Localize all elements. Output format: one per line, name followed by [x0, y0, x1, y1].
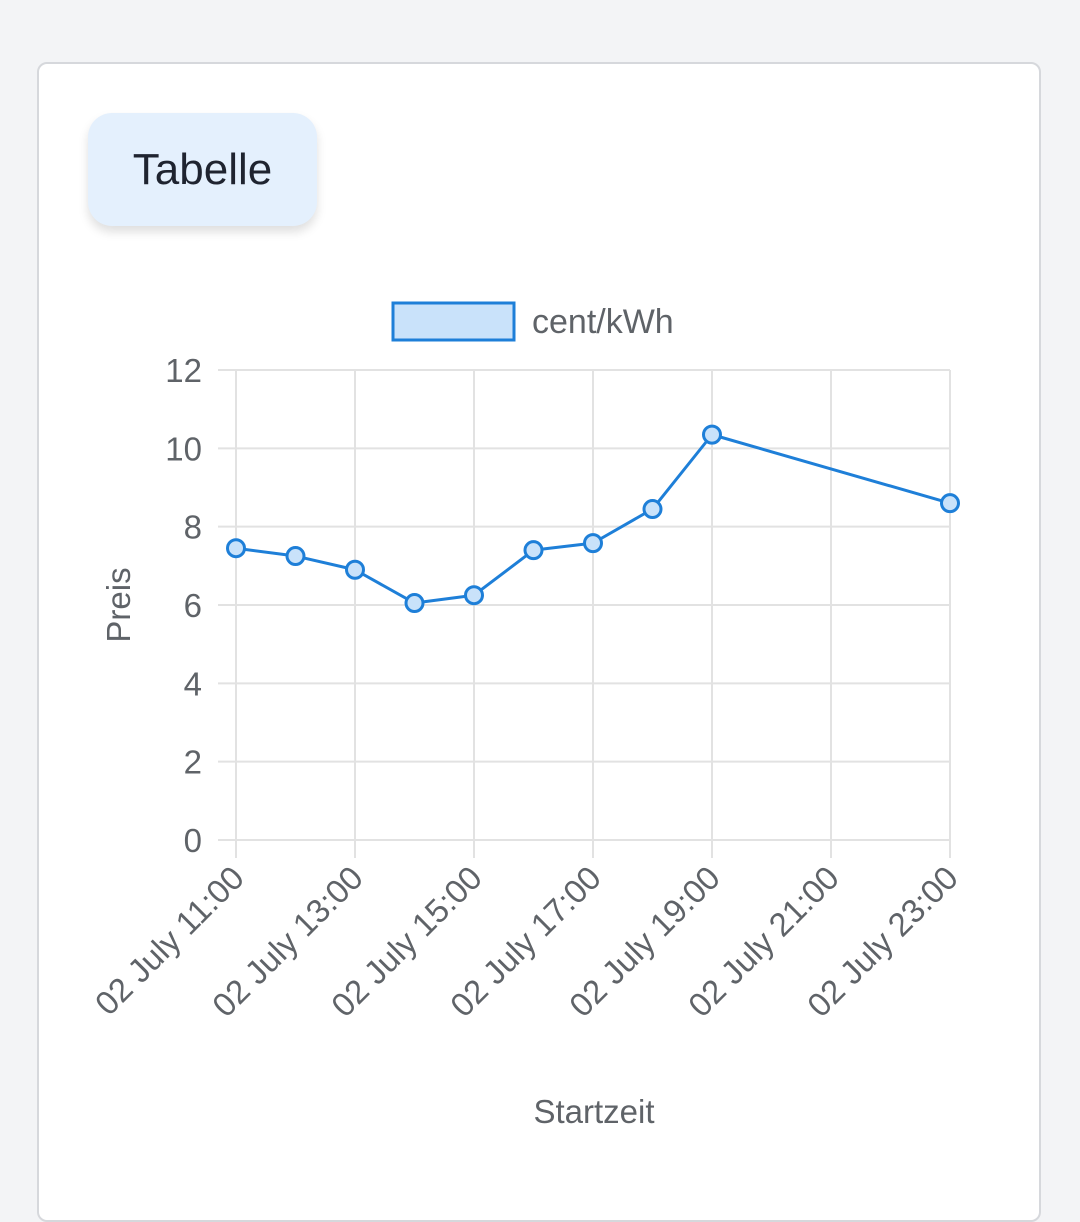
- y-tick-label: 8: [184, 509, 202, 546]
- y-tick-label: 4: [184, 665, 202, 702]
- data-point[interactable]: [464, 585, 484, 606]
- table-tab-button[interactable]: Tabelle: [88, 113, 317, 226]
- data-point[interactable]: [285, 546, 306, 567]
- data-point[interactable]: [702, 424, 722, 445]
- data-point[interactable]: [404, 593, 425, 614]
- x-axis-title: Startzeit: [533, 1093, 654, 1130]
- y-tick-label: 2: [184, 744, 202, 781]
- series-line: [235, 433, 951, 605]
- data-point[interactable]: [345, 559, 365, 580]
- chart-legend[interactable]: cent/kWh: [391, 301, 674, 342]
- series-cent-kwh: [226, 424, 960, 614]
- data-point[interactable]: [226, 538, 246, 559]
- legend-swatch: [391, 301, 516, 342]
- y-axis-title: Preis: [100, 567, 137, 642]
- data-point[interactable]: [940, 493, 960, 514]
- y-tick-label: 6: [184, 587, 202, 624]
- y-tick-label: 12: [165, 352, 202, 389]
- y-tick-label: 0: [184, 822, 202, 859]
- chart-grid: [218, 369, 951, 858]
- data-point[interactable]: [583, 533, 603, 554]
- chart-card: [37, 62, 1041, 1222]
- y-tick-label: 10: [165, 430, 202, 467]
- y-axis-ticks: 0 2 4 6 8 10 12: [165, 352, 202, 859]
- data-point[interactable]: [523, 540, 544, 561]
- data-point[interactable]: [642, 499, 663, 520]
- legend-label: cent/kWh: [532, 303, 674, 341]
